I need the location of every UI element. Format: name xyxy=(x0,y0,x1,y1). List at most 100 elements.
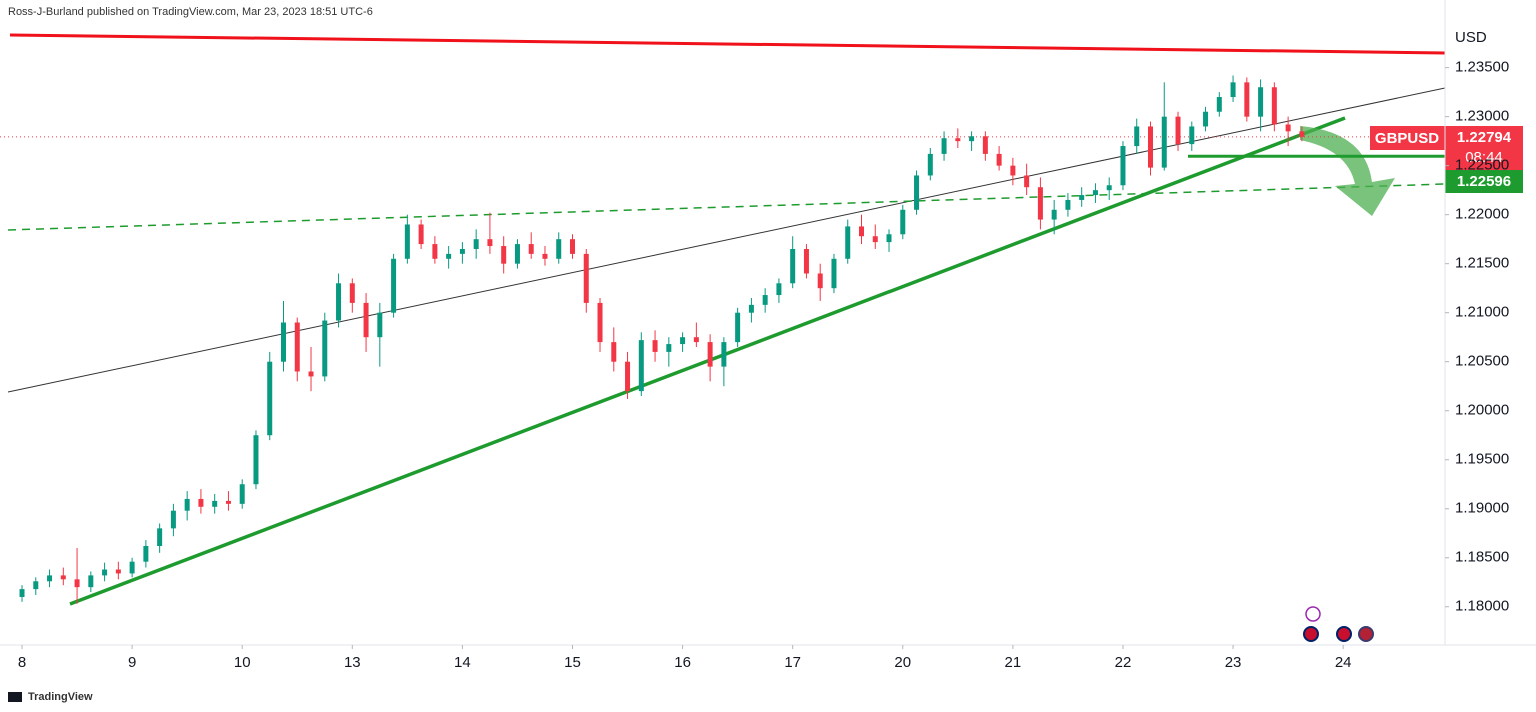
candle-body xyxy=(60,575,66,580)
candle-body xyxy=(1216,97,1222,112)
candle-body xyxy=(129,561,135,574)
candle-body xyxy=(198,498,204,507)
candle-body xyxy=(982,136,988,154)
x-tick-label: 10 xyxy=(234,654,251,671)
candle-body xyxy=(569,239,575,254)
candle-body xyxy=(927,153,933,176)
candle-body xyxy=(1161,116,1167,168)
countdown: 08:44 xyxy=(1465,149,1503,166)
x-tick-label: 13 xyxy=(344,654,361,671)
y-tick-label: 1.22000 xyxy=(1455,206,1509,223)
candle-body xyxy=(349,283,355,303)
candle-body xyxy=(1120,146,1126,186)
flag-icon[interactable] xyxy=(1358,626,1374,642)
candle-body xyxy=(308,371,314,377)
candle-body xyxy=(1147,126,1153,168)
candle-body xyxy=(1065,199,1071,210)
candle-body xyxy=(446,253,452,259)
candle-body xyxy=(858,226,864,237)
candle-body xyxy=(1189,126,1195,145)
candle-body xyxy=(322,320,328,377)
candle-body xyxy=(404,224,410,259)
candle-body xyxy=(1010,165,1016,176)
marks xyxy=(0,75,1445,604)
candle-body xyxy=(872,236,878,243)
candle-body xyxy=(955,138,961,142)
candle-body xyxy=(102,569,108,576)
candle-body xyxy=(1230,82,1236,98)
candle-body xyxy=(143,545,149,562)
candle-body xyxy=(239,484,245,504)
candle-body xyxy=(1051,209,1057,220)
flag-icon[interactable] xyxy=(1336,626,1352,642)
y-tick-label: 1.21500 xyxy=(1455,255,1509,272)
x-tick-label: 21 xyxy=(1005,654,1022,671)
x-tick-label: 16 xyxy=(674,654,691,671)
candle-body xyxy=(803,248,809,274)
candle-body xyxy=(1024,175,1030,188)
y-tick-label: 1.23500 xyxy=(1455,59,1509,76)
candle-body xyxy=(212,500,218,507)
level-box xyxy=(1445,170,1523,193)
trend-line xyxy=(69,116,1346,606)
candle-body xyxy=(776,283,782,296)
channel-line xyxy=(7,87,1446,393)
candle-body xyxy=(336,283,342,321)
candle-body xyxy=(418,224,424,245)
candle-body xyxy=(1258,87,1264,117)
candle-body xyxy=(19,589,25,597)
candle-body xyxy=(817,273,823,289)
candle-body xyxy=(294,322,300,372)
candle-body xyxy=(1175,116,1181,145)
candle-body xyxy=(267,361,273,436)
y-tick-label: 1.20000 xyxy=(1455,402,1509,419)
candle-body xyxy=(473,239,479,249)
candle-body xyxy=(33,581,39,590)
candle-body xyxy=(969,136,975,142)
candle-body xyxy=(280,322,286,362)
candle-body xyxy=(1203,111,1209,127)
candle-body xyxy=(432,244,438,259)
last-price-label: 1.22794 xyxy=(1457,129,1512,146)
candle-body xyxy=(1092,190,1098,196)
candle-body xyxy=(652,340,658,352)
currency-label: USD xyxy=(1455,29,1487,46)
candle-body xyxy=(707,342,713,367)
resistance-line xyxy=(9,33,1446,55)
candle-body xyxy=(157,528,163,546)
candle-body xyxy=(941,138,947,154)
x-tick-label: 22 xyxy=(1115,654,1132,671)
candle-body xyxy=(528,244,534,254)
x-tick-label: 9 xyxy=(128,654,136,671)
candle-body xyxy=(1037,187,1043,220)
candle-body xyxy=(1079,195,1085,200)
price-box xyxy=(1445,126,1523,170)
candle-body xyxy=(47,575,53,582)
candle-body xyxy=(501,246,507,264)
candle-body xyxy=(459,248,465,254)
candle-body xyxy=(762,295,768,305)
symbol-label: GBPUSD xyxy=(1375,130,1439,147)
candle-body xyxy=(184,498,190,511)
flag-icon[interactable] xyxy=(1303,626,1319,642)
candle-body xyxy=(900,209,906,235)
candle-body xyxy=(1134,126,1140,147)
dashed-support xyxy=(7,183,1446,231)
event-icon[interactable] xyxy=(1305,606,1321,622)
y-tick-label: 1.18000 xyxy=(1455,598,1509,615)
candle-body xyxy=(377,312,383,338)
x-tick-label: 23 xyxy=(1225,654,1242,671)
y-tick-label: 1.20500 xyxy=(1455,353,1509,370)
candle-body xyxy=(225,500,231,504)
arrow xyxy=(1300,126,1395,216)
y-tick-label: 1.19500 xyxy=(1455,451,1509,468)
candle-body xyxy=(597,302,603,343)
candle-body xyxy=(638,340,644,392)
candle-body xyxy=(1285,124,1291,132)
candle-body xyxy=(831,258,837,289)
candle-body xyxy=(693,337,699,343)
symbol-box xyxy=(1370,126,1445,150)
